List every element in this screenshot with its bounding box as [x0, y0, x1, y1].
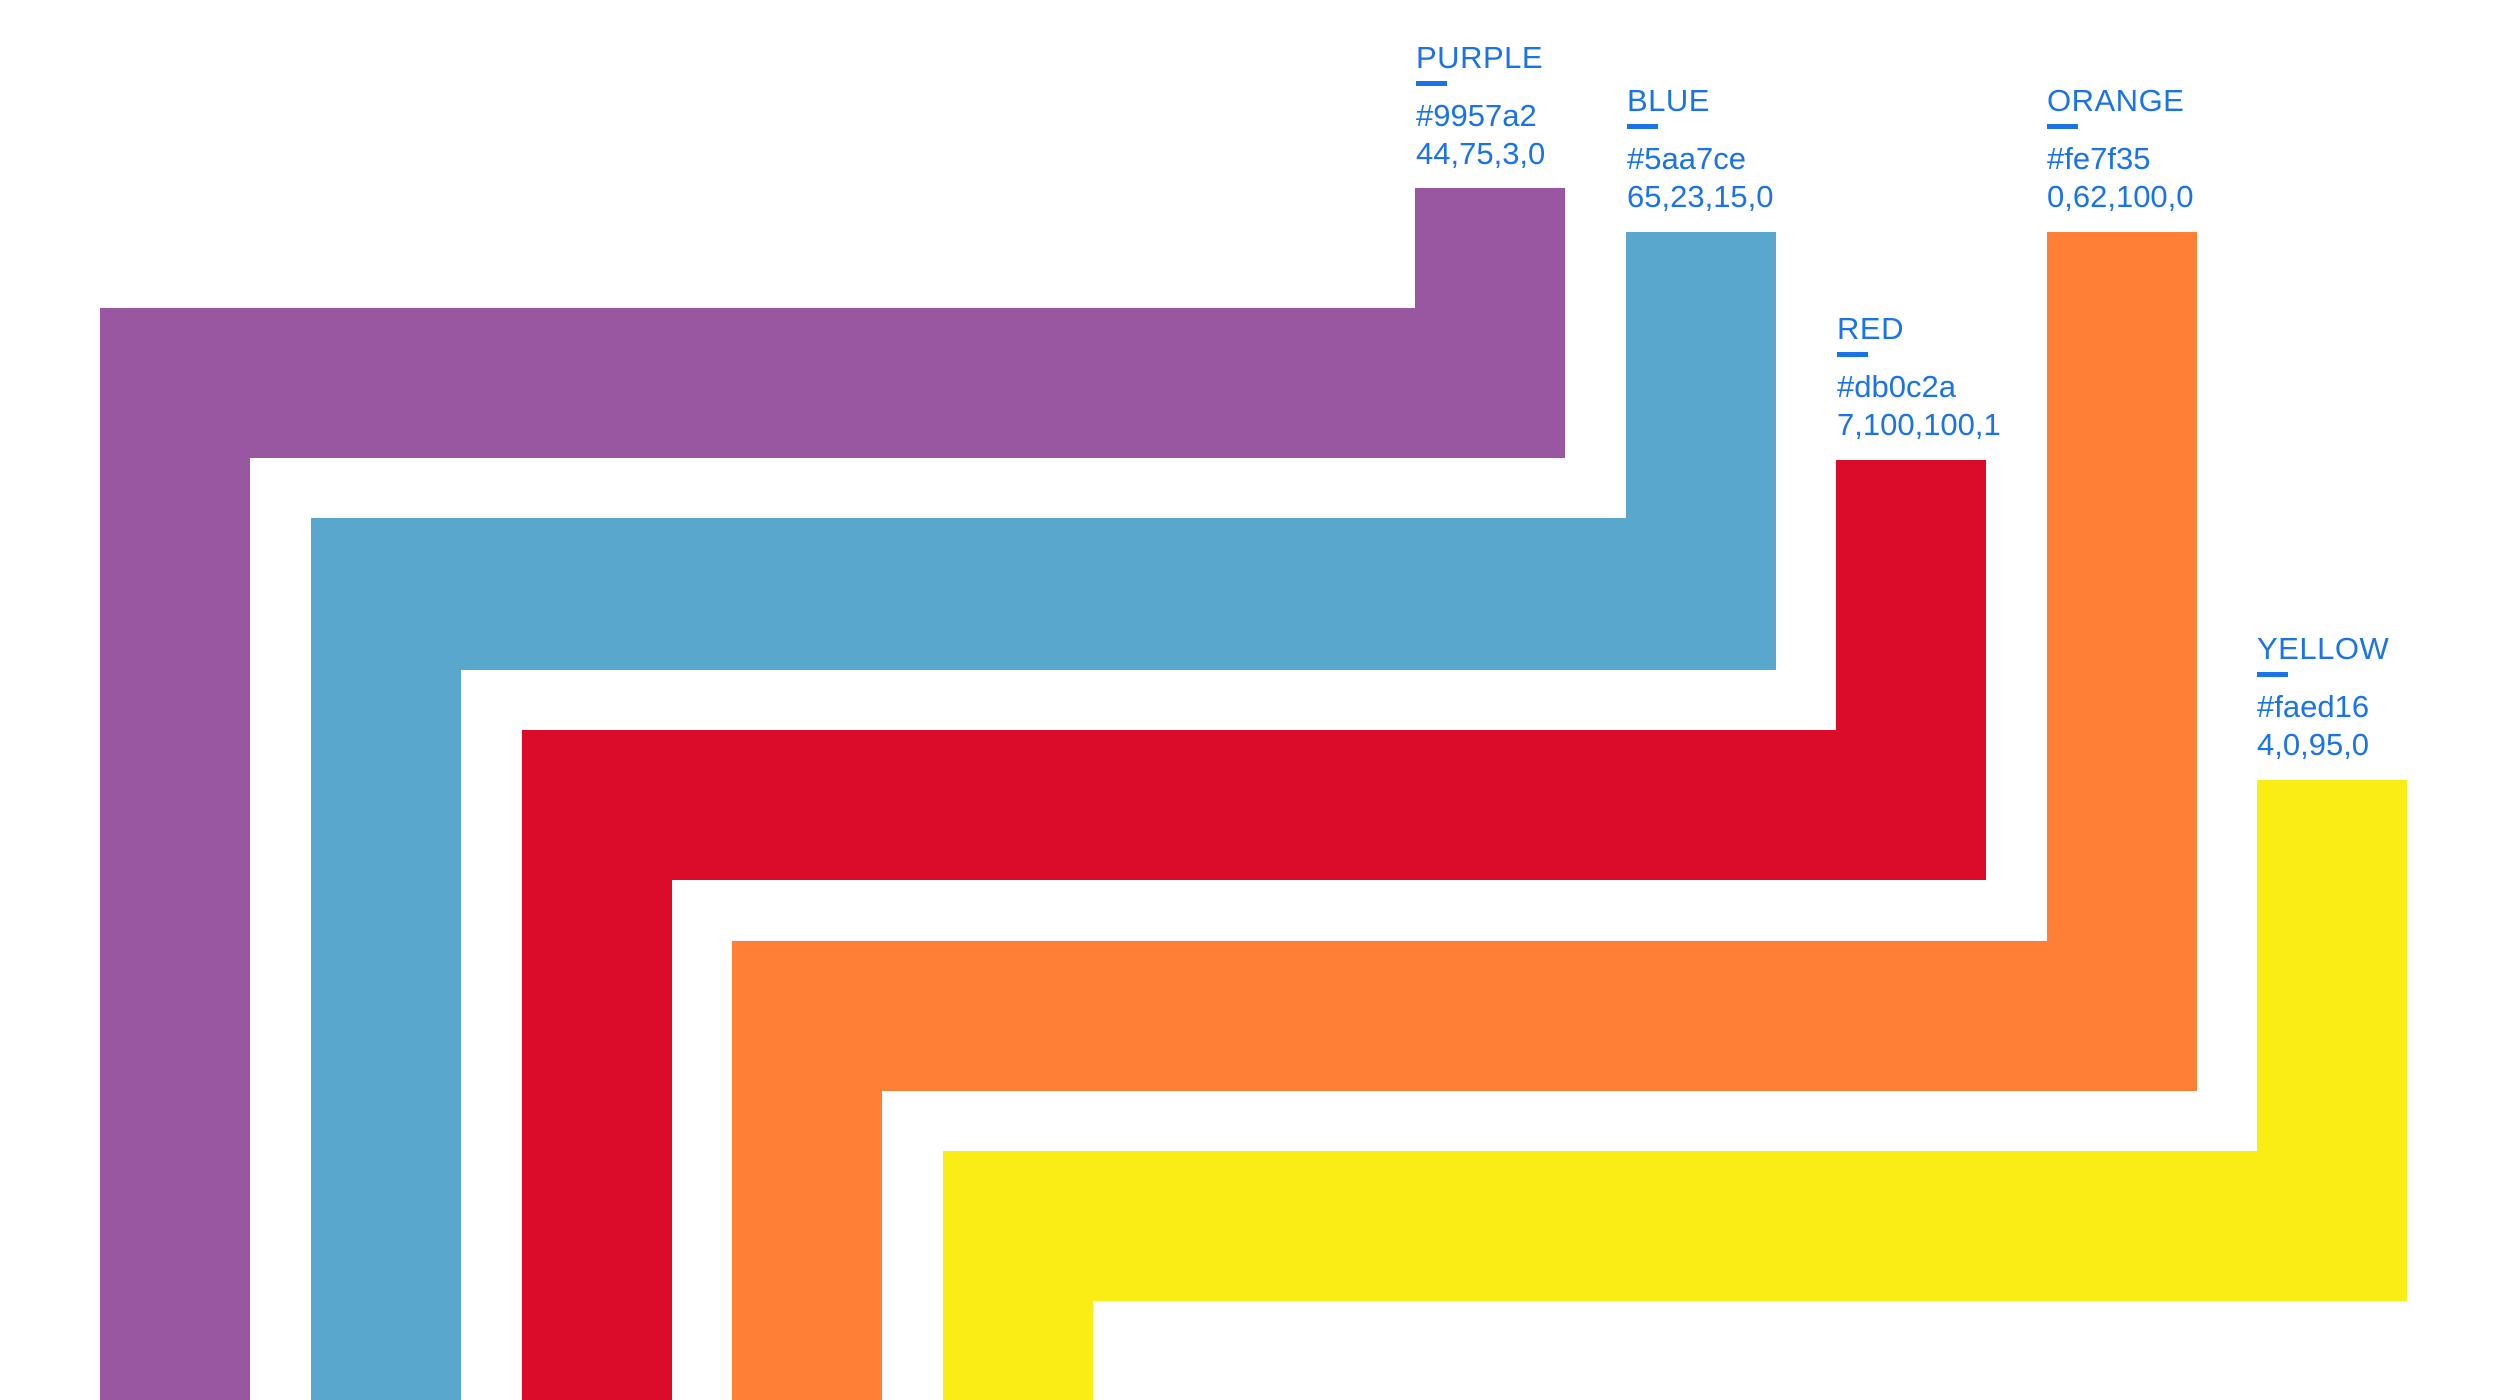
swatch-hex: #db0c2a	[1837, 369, 1956, 404]
swatch-name: YELLOW	[2257, 631, 2390, 666]
band-blue	[311, 232, 1776, 1400]
swatch-dash	[2257, 672, 2288, 677]
swatch-name: PURPLE	[1416, 40, 1544, 75]
swatch-label-red: RED #db0c2a 7,100,100,1	[1837, 313, 2001, 440]
swatch-hex: #9957a2	[1416, 98, 1537, 133]
swatch-cmyk: 65,23,15,0	[1627, 179, 1774, 214]
swatch-hex: #5aa7ce	[1627, 141, 1746, 176]
swatch-dash	[1416, 81, 1447, 86]
swatch-label-blue: BLUE #5aa7ce 65,23,15,0	[1627, 85, 1774, 212]
swatch-cmyk: 4,0,95,0	[2257, 727, 2370, 762]
swatch-dash	[1627, 124, 1658, 129]
swatch-dash	[1837, 352, 1868, 357]
band-orange	[732, 232, 2197, 1400]
swatch-dash	[2047, 124, 2078, 129]
swatch-hex: #fe7f35	[2047, 141, 2151, 176]
swatch-label-purple: PURPLE #9957a2 44,75,3,0	[1416, 42, 1545, 169]
swatch-label-yellow: YELLOW #faed16 4,0,95,0	[2257, 633, 2389, 760]
swatch-name: BLUE	[1627, 83, 1710, 118]
swatch-cmyk: 7,100,100,1	[1837, 407, 2001, 442]
swatch-cmyk: 0,62,100,0	[2047, 179, 2194, 214]
band-yellow	[943, 780, 2407, 1400]
swatch-cmyk: 44,75,3,0	[1416, 136, 1546, 171]
swatch-hex: #faed16	[2257, 689, 2370, 724]
band-purple	[100, 188, 1565, 1400]
swatch-name: RED	[1837, 311, 1904, 346]
swatch-name: ORANGE	[2047, 83, 2185, 118]
swatch-label-orange: ORANGE #fe7f35 0,62,100,0	[2047, 85, 2194, 212]
band-red	[522, 460, 1986, 1400]
